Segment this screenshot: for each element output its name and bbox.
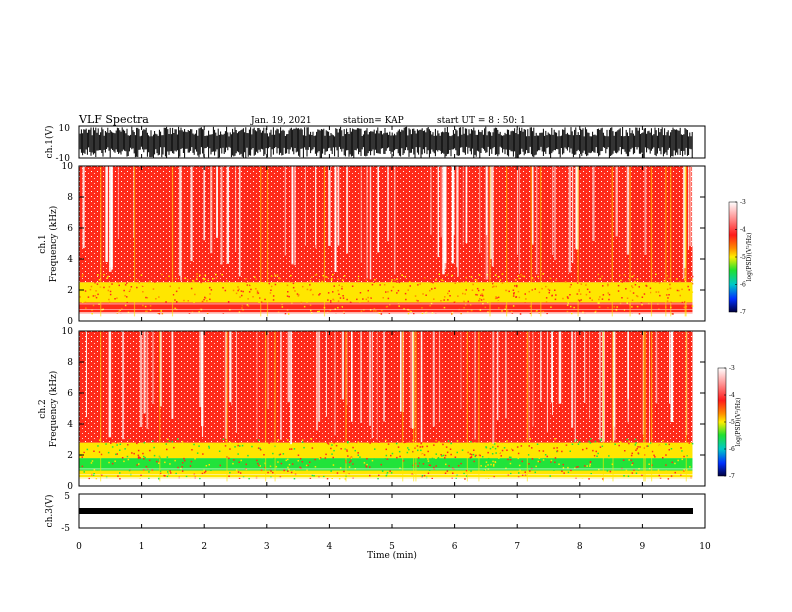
spec-ytick-label: 8 <box>67 193 73 203</box>
spec-ytick-label: 10 <box>62 327 74 337</box>
colorbar-tick-label: -6 <box>729 446 735 453</box>
xaxis-tick-label: 9 <box>640 542 646 552</box>
colorbar-tick-label: -5 <box>729 419 735 426</box>
ch2-spectrogram-panel: 0 2 4 6 8 10 ch.2 Frequency (kHz) <box>38 327 706 492</box>
spec-ytick-label: 0 <box>67 482 73 492</box>
spec-ytick-label: 2 <box>67 286 73 296</box>
ch1-colorbar: -3 -4 -5 -6 -7 log(PSD)(V²/Hz) <box>728 199 753 316</box>
ch2-spec-channel-label: ch.2 <box>38 399 48 418</box>
spec-ytick-label: 10 <box>62 162 74 172</box>
spec-ytick-label: 8 <box>67 358 73 368</box>
ch2-spec-ylabel: Frequency (kHz) <box>48 371 59 448</box>
figure-title: VLF Spectra <box>78 113 149 126</box>
ch2-spec-yticks: 0 2 4 6 8 10 <box>62 327 705 492</box>
colorbar-tick-label: -4 <box>729 392 735 399</box>
spec-ytick-label: 0 <box>67 317 73 327</box>
spectrogram-band <box>79 313 693 321</box>
spectrogram-band <box>79 331 693 443</box>
colorbar-tick-label: -6 <box>740 282 746 289</box>
ch1-trace <box>78 126 693 158</box>
xaxis-tick-label: 10 <box>699 542 711 552</box>
ch3-ytick-bottom: -5 <box>61 524 70 534</box>
date-label: Jan. 19, 2021 <box>250 116 312 126</box>
ch1-waveform-panel: ch.1(V) 10 -10 <box>44 124 706 164</box>
xaxis-tick-label: 8 <box>577 542 583 552</box>
colorbar-tick-label: -3 <box>740 199 746 206</box>
spec-ytick-label: 6 <box>67 389 73 399</box>
ch3-ylabel: ch.3(V) <box>44 495 55 528</box>
ch1-spec-channel-label: ch.1 <box>38 234 48 253</box>
ch1-ylabel: ch.1(V) <box>44 126 55 159</box>
start-time-label: start UT = 8 : 50: 1 <box>437 116 526 126</box>
ch3-ytick-top: 5 <box>64 492 70 502</box>
ch1-ytick-bottom: -10 <box>56 154 71 164</box>
spec-ytick-label: 4 <box>67 255 73 265</box>
spectrogram-band <box>79 478 693 486</box>
xaxis-tick-label: 7 <box>514 542 520 552</box>
ch1-spectrogram-stripes <box>82 166 695 317</box>
spectrogram-band <box>79 442 693 459</box>
spectrogram-band <box>79 458 693 471</box>
xaxis-tick-label: 6 <box>452 542 458 552</box>
spectrogram-band <box>79 302 693 314</box>
ch3-trace <box>79 508 693 514</box>
ch1-spectrogram-panel: 0 2 4 6 8 10 ch.1 Frequency (kHz) <box>38 162 706 327</box>
time-axis: 0 1 2 3 4 5 6 7 8 9 10 <box>76 126 711 552</box>
ch1-spec-yticks: 0 2 4 6 8 10 <box>62 162 705 327</box>
ch2-colorbar: -3 -4 -5 -6 -7 log(PSD)(V²/Hz) <box>717 365 742 480</box>
ch3-waveform-panel: ch.3(V) 5 -5 <box>44 492 706 534</box>
ch1-colorbar-label: log(PSD)(V²/Hz) <box>746 233 753 282</box>
spectrogram-band <box>79 166 693 283</box>
colorbar-tick-label: -4 <box>740 227 746 234</box>
ch1-spec-ylabel: Frequency (kHz) <box>48 206 59 283</box>
colorbar-tick-label: -7 <box>740 309 746 316</box>
spec-ytick-label: 2 <box>67 451 73 461</box>
ch1-ytick-top: 10 <box>59 124 71 134</box>
xaxis-tick-label: 3 <box>264 542 270 552</box>
xaxis-tick-label: 1 <box>139 542 145 552</box>
spec-ytick-label: 4 <box>67 420 73 430</box>
colorbar-tick-label: -5 <box>740 254 746 261</box>
colorbar-tick-label: -3 <box>729 365 735 372</box>
spec-ytick-label: 6 <box>67 224 73 234</box>
station-label: station= KAP <box>343 116 404 126</box>
colorbar-tick-label: -7 <box>729 473 735 480</box>
xaxis-tick-label: 0 <box>76 542 82 552</box>
ch1-trace-line <box>78 126 693 158</box>
ch2-spectrogram-stripes <box>85 331 688 482</box>
xaxis-tick-label: 4 <box>327 542 333 552</box>
xaxis-tick-label: 5 <box>389 542 395 552</box>
xaxis-tick-label: 2 <box>201 542 207 552</box>
ch2-colorbar-label: log(PSD)(V²/Hz) <box>735 398 742 447</box>
xaxis-label: Time (min) <box>367 550 417 561</box>
